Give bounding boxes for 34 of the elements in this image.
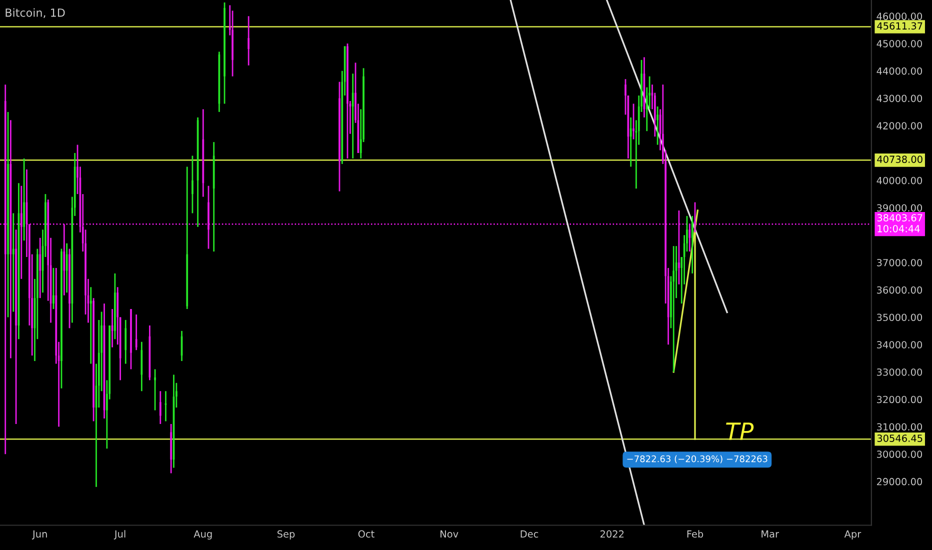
x-tick-label: Aug xyxy=(194,530,212,540)
x-tick-label: Apr xyxy=(844,530,862,540)
y-tick-label: 42000.00 xyxy=(876,122,922,130)
y-tick-label: 36000.00 xyxy=(877,286,922,294)
x-tick-label: Sep xyxy=(277,530,295,540)
ref-line-label: 38403.67 10:04:44 xyxy=(877,214,922,232)
y-tick-label: 35000.00 xyxy=(877,314,922,322)
y-tick-label: 40000.00 xyxy=(876,176,922,184)
y-tick-label: 39000.00 xyxy=(877,204,922,212)
ref-line-label: 40738.00 xyxy=(877,156,922,163)
y-tick-label: 46000.00 xyxy=(876,12,922,20)
y-tick-label: 34000.00 xyxy=(877,341,922,348)
y-tick-label: 45000.00 xyxy=(876,40,922,48)
y-tick-label: 44000.00 xyxy=(876,67,922,75)
y-tick-label: 43000.00 xyxy=(876,94,922,102)
ref-line-label: 45611.37 xyxy=(877,22,922,30)
y-tick-label: 32000.00 xyxy=(877,396,922,404)
x-tick-label: Mar xyxy=(762,530,780,538)
y-tick-label: 37000.00 xyxy=(877,258,922,266)
annotation: TP xyxy=(726,422,754,440)
x-tick-label: Jul xyxy=(114,530,126,540)
x-tick-label: Feb xyxy=(687,530,704,538)
x-tick-label: Nov xyxy=(440,530,458,538)
x-tick-label: Jun xyxy=(32,530,47,540)
y-tick-label: 31000.00 xyxy=(877,423,922,431)
text: Bitcoin, 1D xyxy=(6,8,65,18)
y-tick-label: 30000.00 xyxy=(877,450,922,458)
annotation: −7822.63 (−20.39%) −782263 xyxy=(627,455,768,464)
ref-line-label: 30546.45 xyxy=(877,434,922,442)
x-tick-label: Oct xyxy=(358,530,374,538)
x-tick-label: Dec xyxy=(520,530,538,538)
x-tick-label: 2022 xyxy=(600,530,624,538)
y-tick-label: 29000.00 xyxy=(876,478,922,486)
y-tick-label: 33000.00 xyxy=(877,368,922,376)
